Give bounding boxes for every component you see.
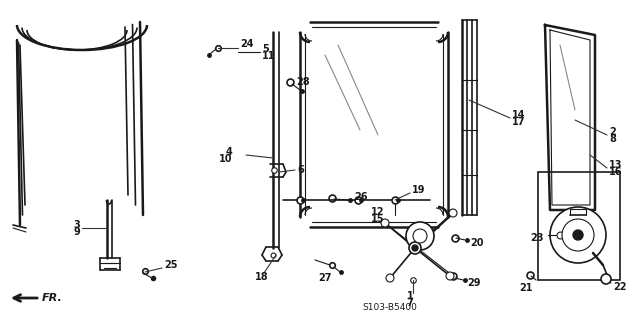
Text: 1: 1	[406, 291, 413, 301]
Text: FR.: FR.	[42, 293, 63, 303]
Circle shape	[573, 230, 583, 240]
Text: 16: 16	[609, 167, 623, 177]
Text: 10: 10	[218, 154, 232, 164]
Text: 17: 17	[512, 117, 525, 127]
Text: 4: 4	[225, 147, 232, 157]
Circle shape	[406, 222, 434, 250]
Circle shape	[409, 242, 421, 254]
Text: 23: 23	[531, 233, 544, 243]
Circle shape	[449, 209, 457, 217]
Text: 7: 7	[406, 298, 413, 308]
Text: 15: 15	[371, 214, 384, 224]
Text: 29: 29	[467, 278, 481, 288]
Text: 22: 22	[613, 282, 627, 292]
Text: 18: 18	[255, 272, 269, 282]
Text: 27: 27	[318, 273, 332, 283]
Text: 28: 28	[296, 77, 310, 87]
Text: S103-B5400: S103-B5400	[363, 303, 417, 313]
Text: 21: 21	[519, 283, 532, 293]
Text: 9: 9	[73, 227, 80, 237]
Circle shape	[413, 229, 427, 243]
Text: 25: 25	[164, 260, 177, 270]
Text: 6: 6	[297, 165, 304, 175]
Text: 14: 14	[512, 110, 525, 120]
Text: 24: 24	[240, 39, 253, 49]
Text: 26: 26	[354, 192, 367, 202]
Text: 2: 2	[609, 127, 616, 137]
Circle shape	[381, 219, 389, 227]
Text: 19: 19	[412, 185, 426, 195]
Bar	[538, 172, 620, 280]
Text: 20: 20	[470, 238, 483, 248]
Circle shape	[550, 207, 606, 263]
Circle shape	[601, 274, 611, 284]
Text: 12: 12	[371, 207, 384, 217]
Circle shape	[412, 245, 418, 251]
Circle shape	[386, 274, 394, 282]
Circle shape	[446, 272, 454, 280]
Text: 13: 13	[609, 160, 623, 170]
Circle shape	[562, 219, 594, 251]
Text: 5: 5	[262, 44, 269, 54]
Text: 3: 3	[73, 220, 80, 230]
Text: 11: 11	[262, 51, 275, 61]
Text: 8: 8	[609, 134, 616, 144]
